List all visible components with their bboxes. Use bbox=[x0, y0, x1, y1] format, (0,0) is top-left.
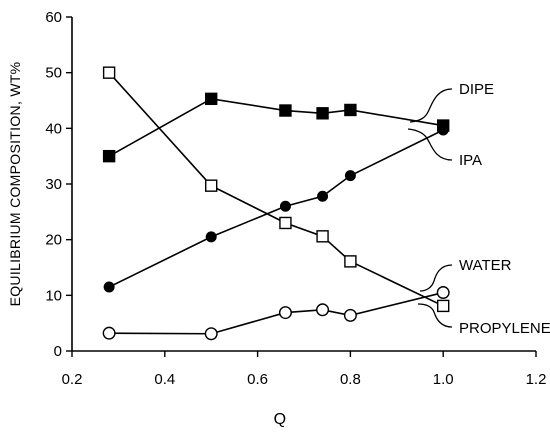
data-point-propylene bbox=[437, 299, 450, 313]
series-line-dipe bbox=[108, 97, 444, 157]
data-point-water bbox=[278, 306, 292, 320]
data-point-dipe bbox=[204, 92, 218, 106]
data-point-dipe bbox=[102, 149, 116, 163]
series-line-ipa bbox=[108, 129, 444, 288]
y-tick-label: 10 bbox=[45, 287, 62, 304]
data-point-ipa bbox=[279, 200, 291, 212]
data-point-dipe bbox=[344, 103, 357, 117]
data-point-propylene bbox=[204, 179, 218, 192]
y-tick-label: 60 bbox=[45, 9, 62, 26]
x-tick-label: 0.6 bbox=[247, 371, 268, 388]
axes bbox=[71, 17, 536, 352]
data-point-water bbox=[102, 326, 116, 340]
series-annotations: DIPE IPA PROPYLENE WATER bbox=[407, 81, 550, 337]
series-line-propylene bbox=[108, 72, 444, 307]
data-point-water bbox=[204, 327, 218, 341]
data-point-dipe bbox=[316, 107, 329, 120]
x-tick-label: 1.0 bbox=[433, 371, 454, 388]
series-dipe bbox=[102, 92, 450, 163]
leader-line-propylene bbox=[417, 303, 453, 328]
y-axis-title: EQUILIBRIUM COMPOSITION, WT% bbox=[7, 62, 23, 307]
data-point-water bbox=[316, 303, 330, 317]
series-label-ipa: IPA bbox=[459, 152, 482, 169]
data-point-propylene bbox=[344, 255, 357, 268]
data-point-propylene bbox=[316, 230, 329, 243]
y-tick-label: 0 bbox=[54, 343, 62, 360]
y-tick-label: 20 bbox=[45, 232, 62, 249]
y-ticks: 0 10 20 30 40 50 60 bbox=[45, 9, 72, 360]
data-point-propylene bbox=[279, 216, 292, 230]
series-ipa bbox=[103, 124, 449, 293]
series-label-dipe: DIPE bbox=[459, 81, 494, 98]
data-point-water bbox=[343, 308, 357, 322]
series-propylene bbox=[102, 66, 450, 313]
x-tick-label: 1.2 bbox=[526, 371, 547, 388]
leader-line-water bbox=[419, 264, 453, 292]
x-ticks: 0.2 0.4 0.6 0.8 1.0 1.2 bbox=[62, 351, 547, 388]
data-point-water bbox=[436, 286, 450, 300]
data-point-ipa bbox=[437, 124, 449, 136]
series-water bbox=[102, 286, 450, 341]
x-tick-label: 0.4 bbox=[154, 371, 175, 388]
x-tick-label: 0.2 bbox=[62, 371, 83, 388]
x-tick-label: 0.8 bbox=[340, 371, 361, 388]
y-tick-label: 40 bbox=[45, 120, 62, 137]
series-group bbox=[102, 66, 450, 341]
data-point-propylene bbox=[102, 66, 116, 79]
y-tick-label: 30 bbox=[45, 176, 62, 193]
data-point-ipa bbox=[205, 231, 217, 243]
data-point-ipa bbox=[103, 281, 115, 293]
data-point-ipa bbox=[317, 190, 329, 202]
x-axis-title: Q bbox=[274, 411, 287, 428]
y-tick-label: 50 bbox=[45, 65, 62, 82]
series-label-propylene: PROPYLENE bbox=[459, 320, 550, 337]
series-line-water bbox=[109, 291, 444, 335]
leader-line-ipa bbox=[407, 128, 453, 161]
leader-line-dipe bbox=[409, 88, 453, 123]
data-point-dipe bbox=[279, 104, 292, 117]
data-point-ipa bbox=[344, 170, 356, 182]
series-label-water: WATER bbox=[459, 257, 512, 274]
